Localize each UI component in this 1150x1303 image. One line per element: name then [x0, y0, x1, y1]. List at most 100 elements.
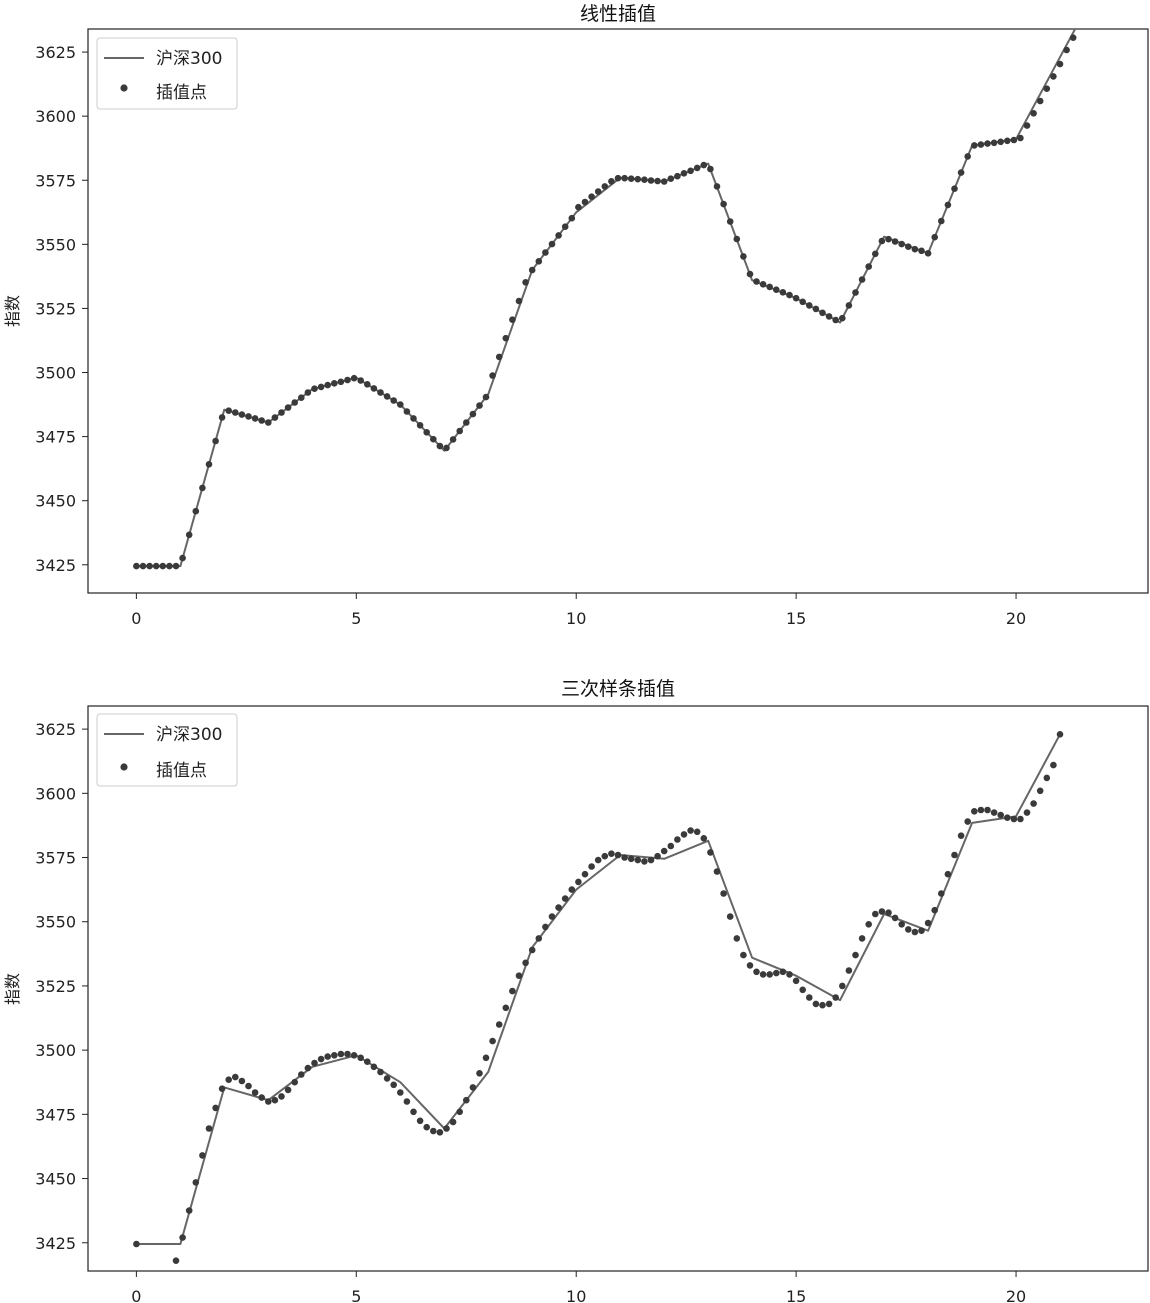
y-tick-label: 3450 — [35, 1170, 76, 1189]
interpolation-point — [568, 886, 576, 893]
x-tick-label: 5 — [351, 609, 361, 628]
interpolation-point — [133, 562, 140, 570]
interpolation-point — [825, 313, 833, 320]
interpolation-point — [291, 1078, 299, 1086]
plot-content — [133, 731, 1064, 1264]
interpolation-point — [891, 914, 899, 922]
interpolation-point — [997, 138, 1004, 146]
interpolation-point — [746, 962, 754, 969]
interpolation-point — [713, 868, 721, 875]
interpolation-point — [568, 214, 576, 222]
interpolation-point — [278, 1093, 285, 1100]
interpolation-point — [218, 1085, 226, 1092]
interpolation-point — [423, 429, 431, 436]
interpolation-point — [1077, 22, 1084, 29]
interpolation-point — [456, 427, 464, 435]
interpolation-point — [977, 141, 985, 148]
interpolation-point — [225, 407, 232, 415]
legend-label-line: 沪深300 — [156, 49, 222, 69]
y-tick-label: 3550 — [35, 235, 76, 254]
y-axis-label: 指数 — [3, 295, 22, 327]
interpolation-point — [647, 177, 655, 184]
interpolation-point — [298, 394, 305, 402]
interpolation-point — [812, 305, 820, 313]
interpolation-point — [621, 854, 628, 861]
x-tick-label: 20 — [1006, 609, 1026, 628]
interpolation-point — [819, 1001, 826, 1009]
interpolation-point — [403, 408, 411, 415]
interpolation-point — [528, 266, 536, 274]
interpolation-point — [858, 276, 866, 283]
interpolation-point — [522, 279, 529, 286]
interpolation-point — [938, 890, 945, 897]
interpolation-point — [726, 218, 734, 225]
interpolation-point — [502, 1004, 510, 1012]
interpolation-point — [185, 531, 193, 539]
interpolation-point — [271, 1096, 279, 1104]
interpolation-point — [759, 971, 767, 978]
interpolation-point — [317, 383, 325, 391]
y-tick-label: 3450 — [35, 492, 76, 511]
interpolation-point — [185, 1207, 193, 1214]
interpolation-point — [443, 1125, 450, 1132]
interpolation-point — [218, 414, 226, 421]
interpolation-point — [133, 1240, 140, 1248]
axis-ticks: 3425 3450 3475 3500 3525 3550 3575 3600 3625 0 5 10… — [35, 43, 1026, 628]
interpolation-point — [265, 419, 272, 426]
interpolation-point — [700, 161, 708, 169]
interpolation-point — [964, 153, 971, 160]
interpolation-point — [786, 971, 793, 978]
interpolation-point — [733, 935, 741, 942]
interpolation-point — [766, 971, 773, 978]
interpolation-point — [1083, 10, 1090, 17]
interpolation-point — [627, 175, 635, 182]
y-tick-label: 3500 — [35, 1041, 76, 1060]
interpolation-point — [423, 1123, 431, 1131]
legend: 沪深300 插值点 — [96, 713, 238, 787]
interpolation-point — [759, 281, 767, 288]
interpolation-point — [872, 910, 879, 918]
interpolation-point — [588, 863, 595, 870]
x-tick-label: 15 — [786, 609, 806, 628]
interpolation-point — [614, 174, 622, 182]
interpolation-point — [660, 178, 668, 185]
interpolation-point — [245, 413, 252, 420]
interpolation-point — [891, 238, 899, 245]
interpolation-point — [522, 959, 529, 967]
interpolation-point — [680, 170, 688, 177]
interpolation-point — [885, 235, 892, 243]
interpolation-point — [515, 297, 523, 305]
interpolation-point — [779, 968, 787, 976]
x-tick-label: 5 — [351, 1287, 361, 1303]
interpolation-point — [898, 240, 905, 248]
interpolation-point — [1017, 134, 1024, 142]
linear-interpolation-subplot: 线性插值 指数 3425 3450 3475 3500 3525 3550 3575 3600… — [3, 3, 1149, 628]
interpolation-point — [535, 935, 543, 942]
interpolation-point — [931, 233, 938, 241]
interpolation-point — [918, 927, 925, 934]
interpolation-point — [865, 263, 872, 270]
y-tick-label: 3425 — [35, 1234, 76, 1253]
interpolation-point — [951, 851, 958, 859]
interpolation-point — [251, 1089, 259, 1096]
interpolation-point — [357, 377, 365, 384]
y-tick-label: 3425 — [35, 556, 76, 575]
interpolation-point — [350, 374, 358, 382]
interpolation-point — [957, 169, 965, 176]
interpolation-point — [199, 1152, 206, 1159]
interpolation-point — [337, 378, 345, 386]
interpolation-point — [1004, 137, 1011, 145]
y-tick-label: 3625 — [35, 720, 76, 739]
interpolation-point — [548, 240, 556, 248]
interpolation-point — [845, 302, 853, 309]
interpolation-point — [614, 851, 622, 859]
interpolation-point — [687, 167, 694, 175]
interpolation-point — [858, 935, 866, 942]
interpolation-point — [159, 562, 167, 570]
interpolation-point — [166, 562, 173, 570]
interpolation-point — [997, 811, 1004, 819]
interpolation-point — [575, 203, 582, 211]
interpolation-point — [456, 1108, 464, 1116]
interpolation-point — [654, 852, 661, 860]
interpolation-point — [245, 1082, 252, 1090]
